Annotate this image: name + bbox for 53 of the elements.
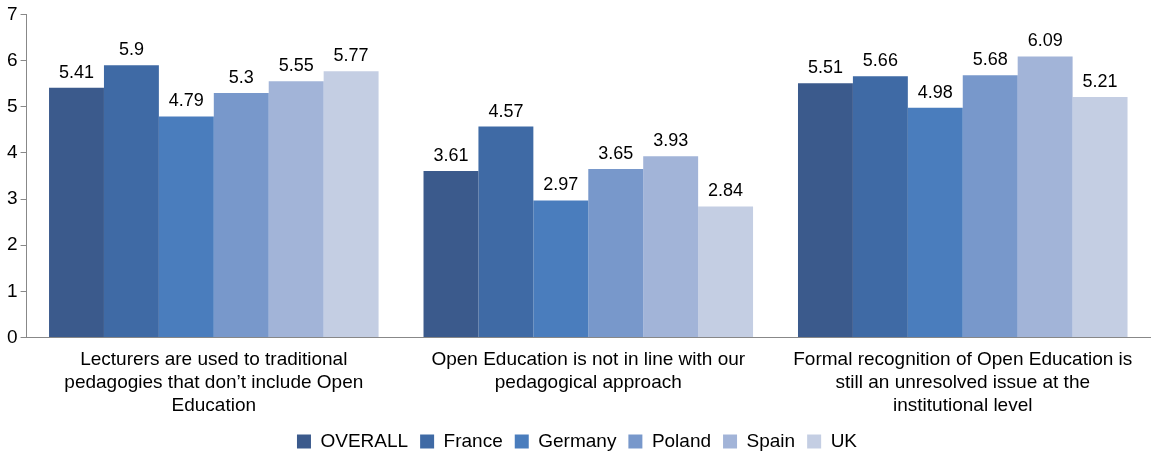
bar [907,107,963,338]
data-label: 5.21 [1082,71,1118,92]
bar [158,116,214,338]
data-label: 5.77 [333,45,369,66]
bar [698,206,754,338]
data-label: 3.93 [653,130,689,151]
data-label: 5.9 [118,39,144,60]
data-label: 5.55 [278,55,314,76]
bar [533,200,589,338]
data-label: 2.84 [708,180,744,201]
x-tick-label: Open Education is not in line with our pedagogical approach [431,348,746,393]
bar [103,65,159,338]
y-tick-label: 3 [6,187,18,209]
bar [852,76,908,338]
x-tick-label: Formal recognition of Open Education is still an unresolved issue at the institutional level [793,348,1133,415]
y-tick-label: 0 [6,325,18,347]
data-label: 4.57 [488,100,524,121]
data-label: 5.68 [972,49,1008,70]
bar [478,126,534,338]
data-label: 4.79 [168,90,204,111]
bar [323,71,379,338]
bar [423,170,479,338]
x-tick-label: Lecturers are used to traditional pedagogies that don’t include Open Education [64,348,364,415]
bar [797,83,853,338]
data-label: 5.41 [58,61,95,82]
bar [268,81,324,338]
y-tick-label: 1 [6,279,18,301]
y-tick-label: 2 [6,233,18,255]
bar [1072,97,1128,338]
bar [588,169,644,338]
data-label: 6.09 [1027,30,1063,51]
data-label: 3.65 [598,143,634,164]
bar [962,75,1018,338]
y-tick-label: 4 [6,141,18,163]
legend-label: OVERALL [320,429,409,451]
legend-label: UK [830,429,858,451]
data-label: 2.97 [543,174,579,195]
bar [213,92,269,338]
bar [643,156,699,338]
y-tick-label: 5 [6,94,18,116]
data-label: 5.51 [807,57,843,78]
data-label: 3.61 [433,144,469,165]
data-label: 5.66 [862,50,898,71]
bar [49,87,104,338]
legend-label: Poland [651,429,712,451]
legend-label: Spain [746,429,796,451]
legend-label: Germany [538,429,617,451]
bar [1017,56,1073,338]
y-tick-label: 6 [6,48,18,70]
data-label: 5.3 [228,66,254,87]
data-label: 4.98 [917,81,953,102]
legend-label: France [443,429,503,451]
y-tick-label: 7 [6,2,18,24]
